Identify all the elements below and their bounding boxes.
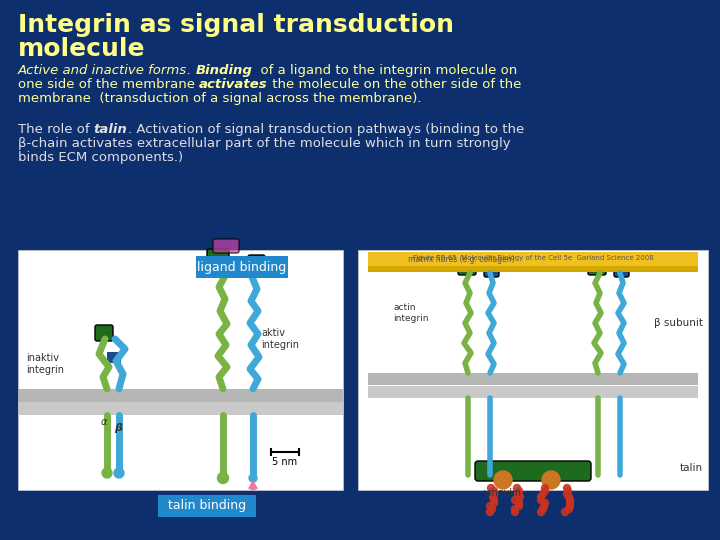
- Circle shape: [538, 500, 544, 507]
- Circle shape: [490, 500, 497, 507]
- Circle shape: [564, 503, 570, 510]
- Bar: [18, 250, 343, 490]
- Circle shape: [490, 505, 498, 512]
- Text: β subunit: β subunit: [654, 318, 703, 328]
- Text: ligand binding: ligand binding: [197, 260, 287, 273]
- Circle shape: [516, 505, 523, 512]
- Circle shape: [488, 490, 495, 497]
- Text: actin
integrin: actin integrin: [393, 303, 428, 323]
- Circle shape: [492, 488, 498, 495]
- Circle shape: [492, 503, 498, 510]
- Circle shape: [516, 496, 523, 503]
- Bar: [368, 373, 698, 385]
- Circle shape: [494, 471, 512, 489]
- Bar: [196, 256, 288, 278]
- Circle shape: [562, 509, 569, 516]
- Text: Binding: Binding: [196, 64, 253, 77]
- Bar: [368, 266, 698, 272]
- FancyBboxPatch shape: [207, 249, 229, 266]
- Bar: [368, 252, 698, 268]
- Circle shape: [513, 509, 520, 516]
- Text: . Activation of signal transduction pathways (binding to the: . Activation of signal transduction path…: [127, 123, 524, 136]
- Bar: [158, 495, 256, 517]
- Circle shape: [511, 484, 518, 491]
- Text: .: .: [187, 64, 196, 77]
- Text: inaktiv
integrin: inaktiv integrin: [26, 353, 64, 375]
- Text: β-chain activates extracellular part of the molecule which in turn strongly: β-chain activates extracellular part of …: [18, 137, 510, 150]
- Circle shape: [114, 468, 124, 478]
- Circle shape: [490, 484, 497, 491]
- Circle shape: [565, 484, 572, 491]
- Bar: [368, 386, 698, 398]
- Bar: [18, 389, 343, 402]
- Bar: [358, 250, 708, 490]
- Circle shape: [539, 490, 546, 497]
- Text: of a ligand to the integrin molecule on: of a ligand to the integrin molecule on: [253, 64, 518, 77]
- Text: the molecule on the other side of the: the molecule on the other side of the: [268, 78, 521, 91]
- Text: one side of the membrane: one side of the membrane: [18, 78, 199, 91]
- Text: talin binding: talin binding: [168, 500, 246, 512]
- FancyBboxPatch shape: [213, 239, 239, 253]
- Text: talin: talin: [94, 123, 127, 136]
- FancyBboxPatch shape: [458, 260, 476, 275]
- Circle shape: [487, 509, 495, 516]
- Circle shape: [513, 500, 520, 507]
- Text: molecule: molecule: [18, 37, 145, 61]
- FancyBboxPatch shape: [248, 255, 265, 269]
- Text: The role of: The role of: [18, 123, 94, 136]
- Circle shape: [536, 484, 544, 491]
- FancyBboxPatch shape: [484, 264, 499, 277]
- Text: Integrin as signal transduction: Integrin as signal transduction: [18, 13, 454, 37]
- Text: activates: activates: [199, 78, 268, 91]
- Circle shape: [538, 488, 544, 495]
- Text: aktiv
integrin: aktiv integrin: [261, 328, 299, 350]
- Circle shape: [249, 474, 257, 482]
- Text: membrane  (transduction of a signal across the membrane).: membrane (transduction of a signal acros…: [18, 92, 421, 105]
- Circle shape: [516, 503, 523, 510]
- Circle shape: [513, 490, 520, 497]
- Circle shape: [539, 494, 546, 501]
- Circle shape: [487, 494, 493, 501]
- FancyBboxPatch shape: [95, 325, 113, 341]
- Circle shape: [539, 509, 546, 516]
- Circle shape: [562, 500, 569, 507]
- FancyBboxPatch shape: [588, 260, 606, 275]
- Circle shape: [538, 503, 544, 510]
- Circle shape: [562, 494, 569, 501]
- Circle shape: [562, 490, 569, 497]
- Text: 5 nm: 5 nm: [272, 457, 297, 467]
- Circle shape: [562, 488, 569, 495]
- Circle shape: [539, 505, 546, 512]
- Bar: [107, 352, 121, 363]
- Bar: [18, 402, 343, 415]
- Text: vinculin: vinculin: [484, 488, 522, 498]
- Circle shape: [102, 468, 112, 478]
- Circle shape: [564, 505, 572, 512]
- Text: α: α: [101, 417, 107, 427]
- Text: Figure 19.65  Molecular Biology of the Cell 5e  Garland Science 2008: Figure 19.65 Molecular Biology of the Ce…: [413, 255, 653, 261]
- Circle shape: [516, 488, 523, 495]
- FancyBboxPatch shape: [614, 264, 629, 277]
- Text: binds ECM components.): binds ECM components.): [18, 151, 183, 164]
- Circle shape: [487, 496, 495, 503]
- Circle shape: [539, 496, 546, 503]
- Circle shape: [516, 494, 523, 501]
- Text: β: β: [114, 423, 122, 433]
- Circle shape: [542, 471, 560, 489]
- FancyBboxPatch shape: [475, 461, 591, 481]
- Circle shape: [562, 496, 569, 503]
- Circle shape: [217, 472, 228, 483]
- Text: matrix fibres (e.g. collagen): matrix fibres (e.g. collagen): [408, 255, 515, 264]
- Text: talin: talin: [680, 463, 703, 473]
- Text: Active and inactive forms: Active and inactive forms: [18, 64, 187, 77]
